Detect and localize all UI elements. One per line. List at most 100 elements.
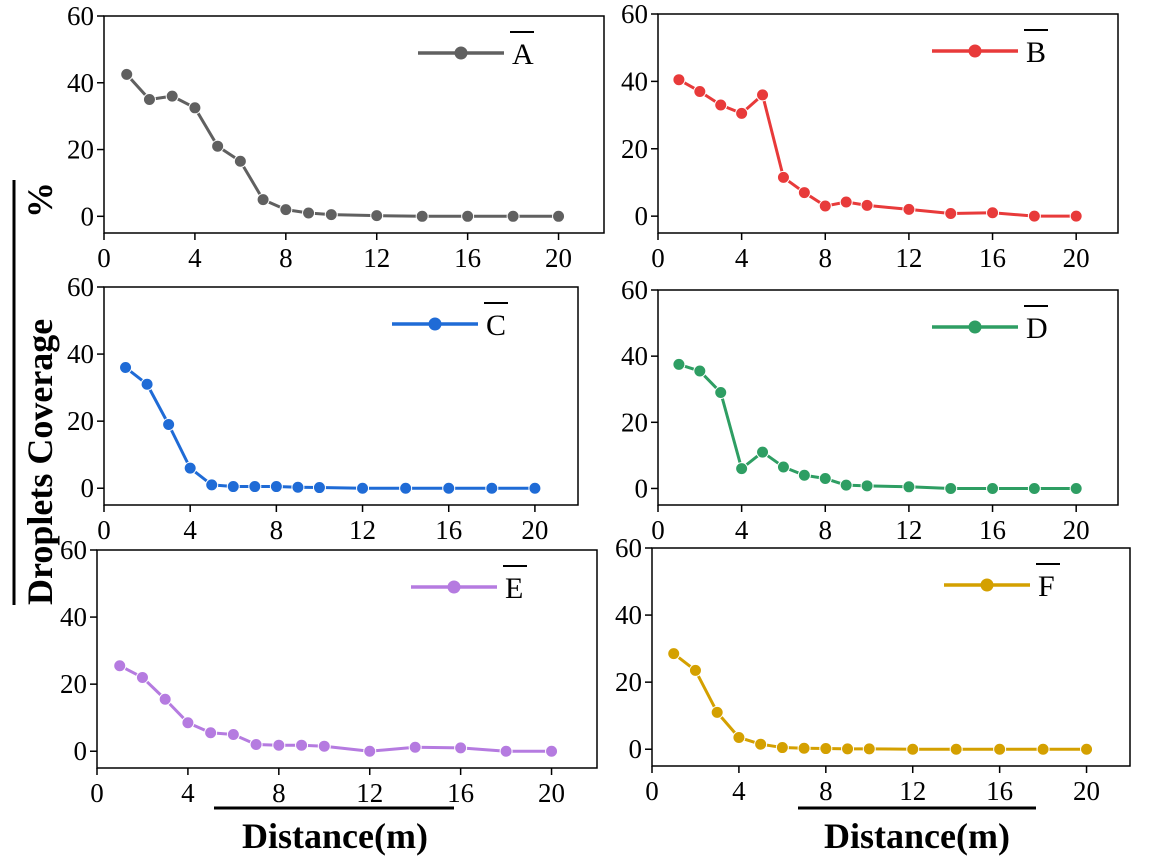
data-point <box>211 139 225 153</box>
data-point <box>249 738 263 752</box>
x-tick-label: 0 <box>651 243 665 273</box>
x-tick-label: 8 <box>819 776 833 806</box>
y-tick-label: 20 <box>621 407 648 437</box>
y-axis-label: Droplets Coverage <box>20 319 60 605</box>
data-point <box>1080 742 1094 756</box>
data-point <box>324 208 338 222</box>
data-point <box>205 478 219 492</box>
data-point <box>181 716 195 730</box>
data-point <box>860 479 874 493</box>
data-point <box>1069 481 1083 495</box>
data-point <box>226 727 240 741</box>
data-point <box>248 480 262 494</box>
legend-marker <box>968 320 982 334</box>
data-point <box>552 209 566 223</box>
data-point <box>461 209 475 223</box>
data-point <box>797 468 811 482</box>
y-axis-unit: % <box>20 182 60 218</box>
data-point <box>944 206 958 220</box>
y-tick-label: 40 <box>60 602 87 632</box>
y-tick-label: 60 <box>67 272 94 302</box>
data-point <box>291 480 305 494</box>
data-point <box>735 106 749 120</box>
data-point <box>226 480 240 494</box>
data-point <box>545 744 559 758</box>
legend-label: C <box>486 309 506 342</box>
legend-label: A <box>512 38 534 71</box>
x-tick-label: 8 <box>819 243 833 273</box>
data-point <box>993 742 1007 756</box>
legend-marker <box>968 44 982 58</box>
data-point <box>667 647 681 661</box>
data-point <box>710 705 724 719</box>
data-point <box>165 89 179 103</box>
y-axis-label-group: Droplets Coverage % <box>12 180 60 605</box>
data-point <box>906 742 920 756</box>
data-point <box>269 480 283 494</box>
series-line <box>125 73 559 218</box>
data-point <box>986 481 1000 495</box>
y-tick-label: 0 <box>635 473 649 503</box>
data-point <box>756 445 770 459</box>
x-tick-label: 12 <box>356 778 383 808</box>
data-point <box>158 692 172 706</box>
data-point <box>204 726 218 740</box>
x-tick-label: 16 <box>979 515 1006 545</box>
data-point <box>756 88 770 102</box>
data-point <box>949 742 963 756</box>
x-tick-label: 4 <box>735 243 749 273</box>
data-point <box>693 84 707 98</box>
y-tick-label: 0 <box>635 201 649 231</box>
y-tick-label: 20 <box>615 667 642 697</box>
data-point <box>672 73 686 87</box>
data-point <box>295 738 309 752</box>
y-tick-label: 20 <box>621 134 648 164</box>
data-point <box>370 209 384 223</box>
x-tick-label: 20 <box>1073 776 1100 806</box>
plot-frame <box>96 549 598 769</box>
data-point <box>485 481 499 495</box>
panel-b: 0 4 8 12 16 20 0 20 40 60 B <box>621 0 1119 273</box>
data-point <box>356 481 370 495</box>
panel-c: 0 4 8 12 16 20 0 20 40 60 C <box>67 272 579 545</box>
data-point <box>119 360 133 374</box>
x-tick-label: 8 <box>272 778 286 808</box>
data-point <box>499 744 513 758</box>
data-point <box>839 478 853 492</box>
data-point <box>528 481 542 495</box>
series-line <box>678 78 1077 218</box>
y-tick-label: 40 <box>621 66 648 96</box>
data-point <box>120 67 134 81</box>
data-point <box>860 198 874 212</box>
x-tick-label: 8 <box>819 515 833 545</box>
x-axis-label-left-group: Distance(m) <box>214 806 454 856</box>
data-point <box>140 377 154 391</box>
data-point <box>442 481 456 495</box>
x-tick-label: 20 <box>1063 515 1090 545</box>
data-point <box>256 193 270 207</box>
x-tick-label: 4 <box>735 515 749 545</box>
data-point <box>312 481 326 495</box>
data-point <box>754 737 768 751</box>
x-tick-label: 4 <box>181 778 195 808</box>
data-point <box>415 209 429 223</box>
plot-frame <box>103 15 605 234</box>
data-point <box>317 739 331 753</box>
y-tick-label: 20 <box>67 135 94 165</box>
data-point <box>142 92 156 106</box>
y-tick-label: 40 <box>67 68 94 98</box>
x-tick-label: 16 <box>435 515 462 545</box>
data-point <box>986 206 1000 220</box>
data-point <box>819 742 833 756</box>
data-point <box>714 386 728 400</box>
data-point <box>302 206 316 220</box>
x-tick-label: 8 <box>270 515 284 545</box>
data-point <box>775 741 789 755</box>
plot-frame <box>657 13 1119 234</box>
data-point <box>862 742 876 756</box>
x-tick-label: 4 <box>188 243 202 273</box>
data-point <box>162 418 176 432</box>
data-point <box>735 462 749 476</box>
y-tick-label: 0 <box>81 473 95 503</box>
data-point <box>363 744 377 758</box>
